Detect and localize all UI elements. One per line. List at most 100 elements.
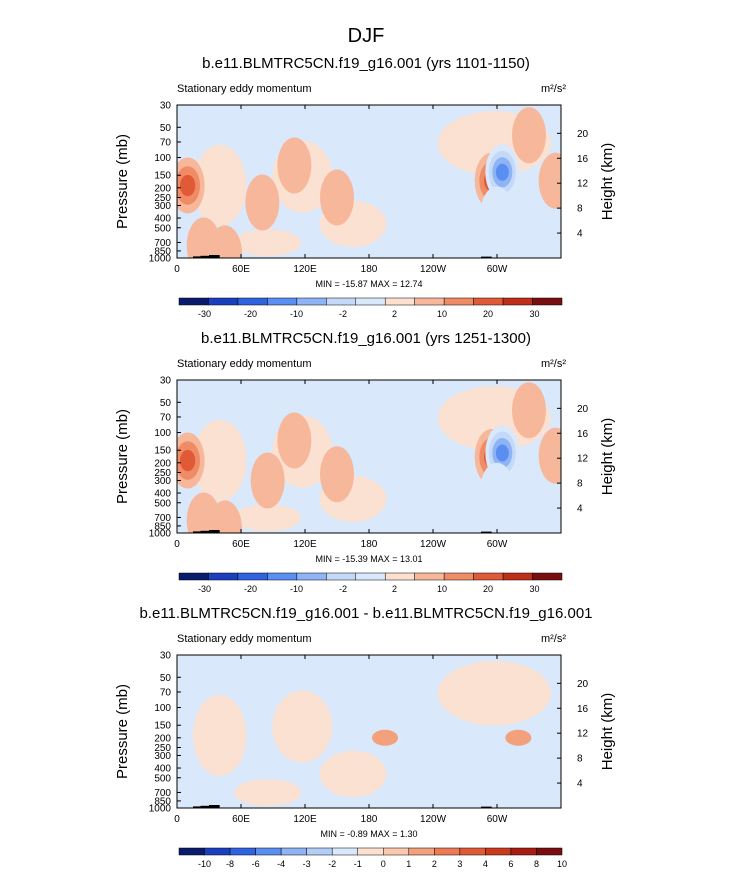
- chart-title: b.e11.BLMTRC5CN.f19_g16.001 - b.e11.BLMT…: [139, 605, 592, 622]
- topography-mark: [193, 531, 201, 533]
- colorbar-swatch: [237, 297, 268, 306]
- y-tick-label: 30: [160, 651, 172, 662]
- y-tick-label: 150: [154, 721, 171, 732]
- colorbar-label: -30: [198, 584, 211, 594]
- y-tick-label: 70: [160, 687, 172, 698]
- colorbar-swatch: [331, 847, 358, 856]
- y-tick-label: 150: [154, 171, 171, 182]
- x-tick-label: 120W: [420, 539, 447, 550]
- y-tick-label: 70: [160, 412, 172, 423]
- colorbar-swatch: [280, 847, 307, 856]
- colorbar-label: 10: [557, 859, 567, 869]
- contour-blob: [538, 152, 561, 209]
- colorbar-label: 3: [457, 859, 462, 869]
- colorbar-swatch: [208, 572, 239, 581]
- y-tick-label: 850: [154, 796, 171, 807]
- min-max-stats: MIN = -15.87 MAX = 12.74: [315, 279, 422, 289]
- contour-blob: [512, 107, 546, 164]
- chart-panel-2: b.e11.BLMTRC5CN.f19_g16.001 - b.e11.BLMT…: [114, 605, 616, 869]
- colorbar-swatch: [357, 847, 384, 856]
- colorbar-swatch: [383, 847, 410, 856]
- positive-region: [272, 690, 333, 763]
- y-tick-label: 70: [160, 137, 172, 148]
- colorbar-swatch: [178, 297, 209, 306]
- colorbar-swatch: [267, 297, 298, 306]
- positive-region: [193, 144, 247, 227]
- colorbar-label: -10: [290, 584, 303, 594]
- y-tick-label: 50: [160, 123, 172, 134]
- plot-area: [177, 380, 561, 533]
- height-tick-label: 20: [577, 404, 589, 415]
- contour-blob: [186, 492, 221, 533]
- topography-mark: [481, 531, 492, 533]
- colorbar-label: -2: [339, 584, 347, 594]
- colorbar-swatch: [414, 297, 445, 306]
- chart-panel-0: b.e11.BLMTRC5CN.f19_g16.001 (yrs 1101-11…: [114, 55, 616, 319]
- positive-region: [193, 694, 247, 777]
- y-tick-label: 100: [154, 153, 171, 164]
- colorbar-swatch: [355, 297, 386, 306]
- height-tick-label: 20: [577, 129, 589, 140]
- contour-blob: [320, 446, 354, 503]
- topography-mark: [200, 530, 209, 533]
- colorbar-label: -30: [198, 309, 211, 319]
- height-tick-label: 4: [577, 779, 583, 790]
- colorbar-label: 30: [529, 309, 539, 319]
- colorbar-swatch: [237, 572, 268, 581]
- contour-blob: [495, 163, 509, 181]
- y-tick-label: 500: [154, 223, 171, 234]
- positive-region: [193, 419, 247, 502]
- topography-mark: [200, 805, 209, 808]
- contour-blob: [495, 444, 509, 462]
- x-tick-label: 120W: [420, 264, 447, 275]
- contour-blob: [277, 137, 312, 194]
- colorbar-label: -4: [277, 859, 285, 869]
- y-tick-label: 300: [154, 476, 171, 487]
- colorbar-swatch: [255, 847, 282, 856]
- colorbar-label: 10: [437, 309, 447, 319]
- colorbar-label: -8: [226, 859, 234, 869]
- y-tick-label: 200: [154, 183, 171, 194]
- y-tick-label: 30: [160, 101, 172, 112]
- y-tick-label: 700: [154, 788, 171, 799]
- colorbar-label: 0: [381, 859, 386, 869]
- colorbar-swatch: [384, 572, 415, 581]
- colorbar-swatch: [229, 847, 256, 856]
- x-tick-label: 60E: [232, 264, 250, 275]
- min-max-stats: MIN = -15.39 MAX = 13.01: [315, 554, 422, 564]
- colorbar-swatch: [485, 847, 512, 856]
- colorbar-label: 2: [392, 309, 397, 319]
- height-tick-label: 8: [577, 204, 583, 215]
- x-tick-label: 120E: [293, 264, 317, 275]
- topography-mark: [209, 255, 220, 258]
- height-tick-label: 8: [577, 754, 583, 765]
- colorbar-label: 1: [406, 859, 411, 869]
- chart-title: b.e11.BLMTRC5CN.f19_g16.001 (yrs 1251-13…: [201, 330, 531, 347]
- colorbar-swatch: [473, 297, 504, 306]
- x-tick-label: 180: [361, 539, 378, 550]
- contour-blob: [373, 434, 408, 491]
- positive-region: [234, 779, 301, 807]
- height-tick-label: 12: [577, 729, 589, 740]
- y-tick-label: 700: [154, 513, 171, 524]
- x-tick-label: 180: [361, 814, 378, 825]
- colorbar-swatch: [296, 572, 327, 581]
- y-axis-label: Pressure (mb): [114, 684, 131, 779]
- right-axis-label: Height (km): [599, 143, 616, 221]
- colorbar-swatch: [306, 847, 333, 856]
- x-tick-label: 120E: [293, 539, 317, 550]
- colorbar-swatch: [178, 572, 209, 581]
- colorbar-swatch: [443, 572, 474, 581]
- x-tick-label: 0: [174, 539, 180, 550]
- x-tick-label: 0: [174, 814, 180, 825]
- y-tick-label: 250: [154, 193, 171, 204]
- plot-area: [177, 655, 561, 808]
- colorbar-swatch: [408, 847, 435, 856]
- contour-blob: [480, 462, 514, 519]
- right-axis-label: Height (km): [599, 693, 616, 771]
- y-axis-label: Pressure (mb): [114, 409, 131, 504]
- x-tick-label: 60W: [487, 539, 508, 550]
- y-tick-label: 1000: [149, 529, 172, 540]
- contour-blob: [373, 155, 408, 212]
- y-tick-label: 500: [154, 773, 171, 784]
